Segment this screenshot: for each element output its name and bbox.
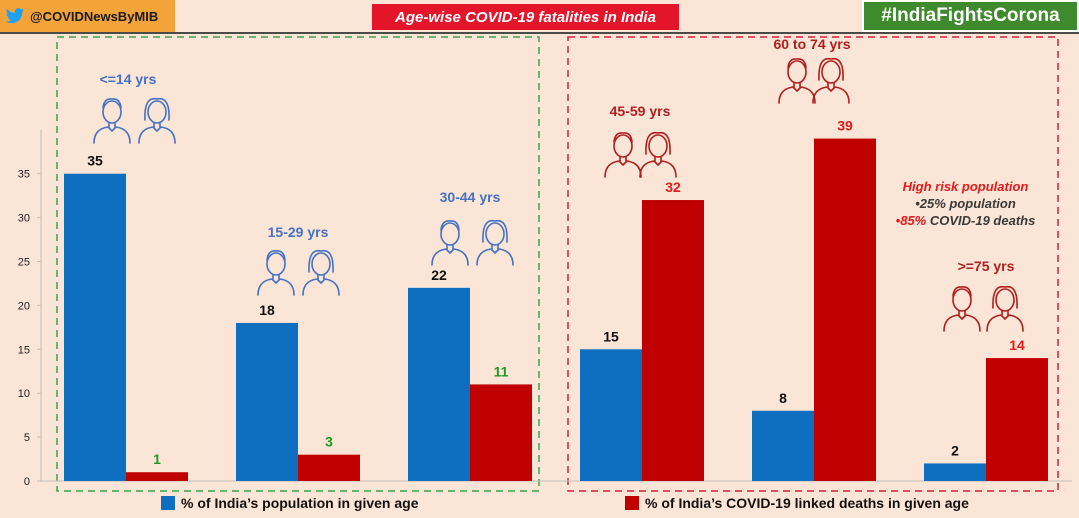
legend-deaths: % of India’s COVID-19 linked deaths in g… [625,494,969,512]
data-label-deaths: 11 [494,363,509,379]
chart-title: Age-wise COVID-19 fatalities in India [372,4,679,30]
y-tick-label: 30 [18,213,30,225]
young-woman-icon [302,249,340,296]
elderly-man-icon [943,286,981,332]
data-label-deaths: 39 [837,118,853,134]
data-label-deaths: 1 [153,451,161,467]
age-group-label: >=75 yrs [958,258,1015,274]
bar-deaths [642,200,704,482]
boy-icon [93,98,131,144]
age-group-label: <=14 yrs [100,71,157,87]
y-tick-label: 15 [18,344,30,356]
group-box-low-risk [56,36,540,492]
data-label-deaths: 14 [1009,337,1025,353]
legend-swatch-population [161,496,175,510]
y-tick-label: 0 [24,476,30,488]
legend-swatch-deaths [625,496,639,510]
high-risk-deaths-text: COVID-19 deaths [926,213,1036,228]
data-label-population: 15 [603,328,619,344]
legend-label-deaths: % of India’s COVID-19 linked deaths in g… [645,495,969,511]
y-tick-label: 10 [18,388,30,400]
high-risk-deaths-line: •85% COVID-19 deaths [858,213,1073,228]
data-label-population: 35 [87,153,103,169]
y-tick-label: 25 [18,257,30,269]
twitter-handle-banner[interactable]: @COVIDNewsByMIB [0,0,175,32]
bar-population [236,322,298,481]
middle-aged-woman-icon [639,131,677,178]
bar-population [408,287,470,481]
bar-population [924,463,986,481]
bar-deaths [298,454,360,481]
age-group-label: 45-59 yrs [610,103,671,119]
legend-label-population: % of India’s population in given age [181,495,419,511]
young-man-icon [257,250,295,296]
middle-aged-man-icon [604,132,642,178]
bar-deaths [814,138,876,481]
hashtag-banner[interactable]: #IndiaFightsCorona [862,0,1079,32]
elderly-woman-icon [986,285,1024,332]
y-tick-label: 5 [24,432,30,444]
twitter-handle-text: @COVIDNewsByMIB [30,8,159,24]
group-box-high-risk [567,36,1059,492]
high-risk-title: High risk population [902,179,1029,194]
data-label-population: 2 [951,442,959,458]
bar-population [752,410,814,481]
data-label-deaths: 32 [665,179,681,195]
man-icon [431,220,469,266]
woman-icon [476,219,514,266]
bar-deaths [986,358,1048,481]
legend-population: % of India’s population in given age [161,494,419,512]
age-group-label: 30-44 yrs [440,189,501,205]
data-label-population: 22 [431,267,447,283]
twitter-bird-icon [0,0,30,32]
girl-icon [138,97,176,144]
high-risk-population-line: •25% population [915,196,1016,211]
data-label-population: 8 [779,390,787,406]
older-woman-icon [812,57,850,104]
older-man-icon [778,58,816,104]
data-label-deaths: 3 [325,434,333,450]
age-group-label: 15-29 yrs [268,224,329,240]
data-label-population: 18 [259,302,275,318]
high-risk-deaths-pct: •85% [895,213,927,228]
bar-deaths [126,472,188,481]
bar-population [64,173,126,481]
y-tick-label: 35 [18,169,30,181]
age-group-label: 60 to 74 yrs [773,36,850,52]
header-divider [0,32,1079,34]
high-risk-note: High risk population •25% population •85… [858,179,1073,228]
bar-population [580,349,642,481]
y-tick-label: 20 [18,300,30,312]
bar-deaths [470,384,532,481]
